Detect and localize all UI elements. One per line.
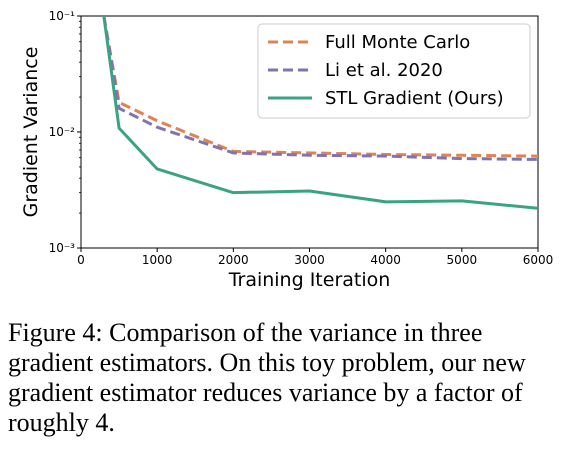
legend-label: Li et al. 2020 (325, 60, 443, 81)
legend-label: Full Monte Carlo (325, 32, 470, 53)
x-tick-label: 0 (77, 253, 85, 267)
y-tick-label: 10⁻² (49, 125, 76, 139)
series-lines (102, 16, 538, 210)
legend: Full Monte Carlo Li et al. 2020 STL Gradie… (257, 23, 531, 119)
y-tick-label: 10⁻¹ (49, 9, 76, 23)
x-tick-label: 5000 (447, 253, 478, 267)
y-axis-ticks: 10⁻³ 10⁻² 10⁻¹ (49, 9, 81, 255)
series-line-1 (102, 16, 538, 158)
legend-box (257, 23, 531, 119)
x-tick-label: 4000 (370, 253, 401, 267)
series-line-3 (102, 16, 538, 210)
gradient-variance-chart: 0 1000 2000 3000 4000 5000 6000 10⁻³ 10⁻² 10⁻¹ F… (20, 9, 553, 291)
x-tick-label: 2000 (218, 253, 249, 267)
x-axis-ticks: 0 1000 2000 3000 4000 5000 6000 (77, 248, 553, 267)
legend-label: STL Gradient (Ours) (325, 88, 504, 109)
x-tick-label: 6000 (523, 253, 554, 267)
x-axis-label: Training Iteration (228, 269, 391, 291)
y-tick-label: 10⁻³ (49, 241, 76, 255)
x-tick-label: 1000 (142, 253, 173, 267)
x-tick-label: 3000 (294, 253, 325, 267)
y-axis-label: Gradient Variance (20, 47, 42, 218)
figure-caption: Figure 4: Comparison of the variance in … (8, 318, 526, 437)
